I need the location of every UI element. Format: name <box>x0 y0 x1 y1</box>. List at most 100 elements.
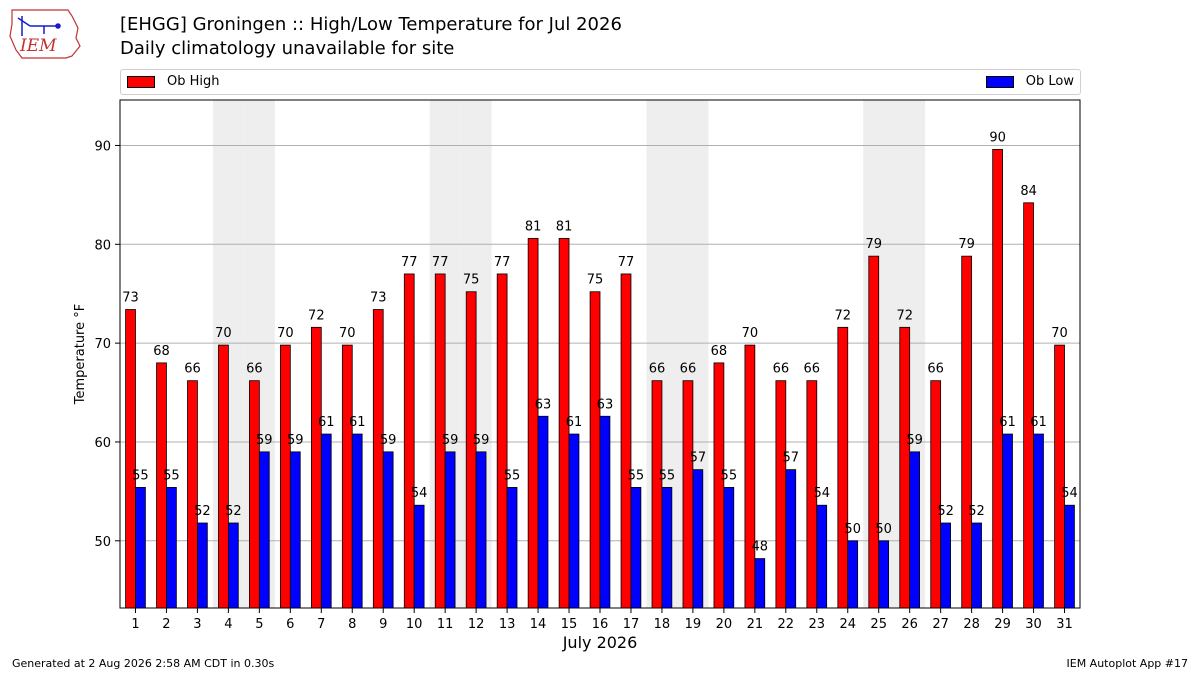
x-tick-label-7: 7 <box>317 617 325 632</box>
data-label-high-22: 66 <box>773 362 790 377</box>
data-label-high-14: 81 <box>525 219 542 234</box>
data-label-high-25: 79 <box>865 237 882 252</box>
bar-low-20 <box>723 487 735 609</box>
data-label-high-5: 66 <box>246 362 263 377</box>
x-tick-label-22: 22 <box>778 617 795 632</box>
x-tick-label-12: 12 <box>468 617 485 632</box>
x-tick-label-1: 1 <box>131 617 139 632</box>
data-label-low-28: 52 <box>968 504 985 519</box>
bar-low-15 <box>568 433 580 609</box>
data-label-high-15: 81 <box>556 219 573 234</box>
y-tick-label-70: 70 <box>94 337 111 352</box>
x-tick-label-29: 29 <box>994 617 1011 632</box>
data-label-high-26: 72 <box>896 308 913 323</box>
data-label-low-19: 57 <box>690 451 707 466</box>
bar-low-29 <box>1002 433 1013 609</box>
x-axis-label: July 2026 <box>562 633 638 652</box>
bar-high-8 <box>341 344 353 609</box>
bar-low-13 <box>506 487 518 609</box>
data-label-high-7: 72 <box>308 308 325 323</box>
data-label-low-10: 54 <box>411 486 428 501</box>
data-label-low-31: 54 <box>1061 486 1078 501</box>
bar-high-27 <box>930 380 942 609</box>
data-label-low-14: 63 <box>535 397 552 412</box>
x-tick-label-27: 27 <box>932 617 949 632</box>
data-label-high-10: 77 <box>401 255 418 270</box>
bar-high-17 <box>620 273 632 609</box>
data-label-high-24: 72 <box>835 308 852 323</box>
x-tick-label-31: 31 <box>1056 617 1073 632</box>
bar-high-13 <box>496 273 508 609</box>
bar-low-16 <box>599 415 611 609</box>
data-label-high-30: 84 <box>1020 184 1037 199</box>
bar-low-3 <box>197 522 208 609</box>
bar-low-23 <box>816 504 828 609</box>
x-tick-label-10: 10 <box>406 617 423 632</box>
bar-low-14 <box>537 415 549 609</box>
bar-low-8 <box>351 433 363 609</box>
data-label-low-8: 61 <box>349 415 366 430</box>
data-label-low-27: 52 <box>937 504 954 519</box>
x-tick-label-17: 17 <box>623 617 640 632</box>
x-tick-label-24: 24 <box>839 617 856 632</box>
bar-low-10 <box>413 504 425 609</box>
bar-low-9 <box>382 451 394 609</box>
bar-high-18 <box>651 380 663 609</box>
legend-label-high: Ob High <box>167 74 220 89</box>
x-tick-label-21: 21 <box>747 617 764 632</box>
data-label-low-5: 59 <box>256 433 273 448</box>
x-tick-label-3: 3 <box>193 617 201 632</box>
x-tick-label-16: 16 <box>592 617 609 632</box>
bar-high-4 <box>218 344 229 609</box>
data-label-high-16: 75 <box>587 273 604 288</box>
bar-high-31 <box>1054 344 1065 609</box>
data-label-high-4: 70 <box>215 326 232 341</box>
x-tick-label-9: 9 <box>379 617 387 632</box>
data-label-low-3: 52 <box>194 504 211 519</box>
bar-high-30 <box>1023 202 1034 609</box>
data-label-high-3: 66 <box>184 362 201 377</box>
bar-low-12 <box>475 451 487 609</box>
x-tick-label-23: 23 <box>809 617 826 632</box>
data-label-low-7: 61 <box>318 415 335 430</box>
bar-low-18 <box>661 487 673 609</box>
x-tick-label-8: 8 <box>348 617 356 632</box>
bar-low-7 <box>320 433 332 609</box>
data-label-high-17: 77 <box>618 255 635 270</box>
data-label-high-6: 70 <box>277 326 294 341</box>
footer-generated: Generated at 2 Aug 2026 2:58 AM CDT in 0… <box>12 657 275 670</box>
bar-high-6 <box>280 344 291 609</box>
data-label-high-27: 66 <box>927 362 944 377</box>
x-tick-label-26: 26 <box>901 617 918 632</box>
bar-low-31 <box>1064 504 1075 609</box>
data-label-low-18: 55 <box>659 468 676 483</box>
y-tick-label-80: 80 <box>94 238 111 253</box>
legend-item-low: Ob Low <box>985 74 1074 90</box>
x-tick-label-14: 14 <box>530 617 547 632</box>
data-label-low-9: 59 <box>380 433 397 448</box>
bar-high-26 <box>899 326 911 609</box>
x-tick-label-2: 2 <box>162 617 170 632</box>
data-label-low-1: 55 <box>132 468 149 483</box>
bar-low-2 <box>166 487 177 609</box>
bar-low-22 <box>785 469 797 609</box>
data-label-low-11: 59 <box>442 433 459 448</box>
data-label-high-8: 70 <box>339 326 356 341</box>
x-tick-label-11: 11 <box>437 617 454 632</box>
data-label-high-23: 66 <box>804 362 821 377</box>
chart-subtitle: Daily climatology unavailable for site <box>120 38 455 59</box>
chart-title: [EHGG] Groningen :: High/Low Temperature… <box>120 14 622 35</box>
x-tick-label-30: 30 <box>1025 617 1042 632</box>
bar-high-2 <box>156 362 167 609</box>
bar-low-1 <box>135 487 146 609</box>
data-label-low-29: 61 <box>999 415 1016 430</box>
svg-text:IEM: IEM <box>19 36 57 56</box>
x-tick-label-13: 13 <box>499 617 516 632</box>
data-label-low-22: 57 <box>782 451 799 466</box>
bar-low-5 <box>258 451 270 609</box>
x-tick-label-18: 18 <box>654 617 671 632</box>
legend-swatch-low <box>985 76 1014 88</box>
data-label-high-1: 73 <box>122 291 139 306</box>
data-label-low-25: 50 <box>875 522 892 537</box>
